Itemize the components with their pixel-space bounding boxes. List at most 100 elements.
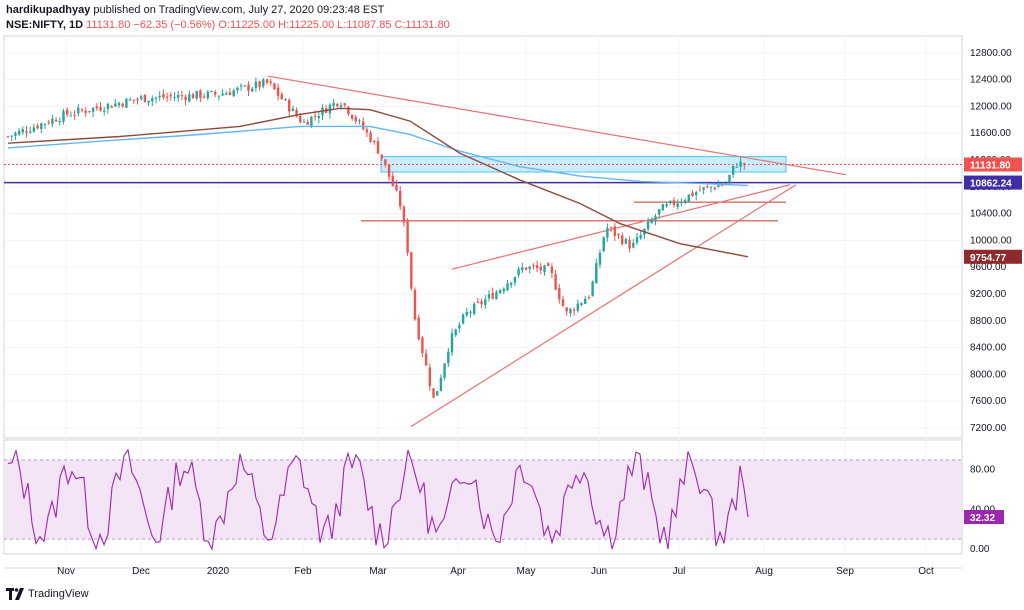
candle-body [672, 200, 676, 206]
candle-body [251, 88, 254, 92]
candle-body [550, 266, 554, 273]
rsi-value-text: 32.32 [970, 513, 995, 524]
x-tick-label: 2020 [207, 566, 230, 577]
candle-body [584, 298, 587, 304]
candle-body [284, 99, 287, 101]
candle-body [221, 93, 224, 96]
candle-body [288, 99, 291, 112]
candle-body [295, 109, 298, 117]
tradingview-brand[interactable]: TradingView [28, 588, 89, 600]
candle-body [73, 114, 76, 116]
candle-body [58, 120, 61, 122]
candle-body [706, 186, 709, 188]
candle-body [695, 192, 698, 196]
candle-body [395, 184, 398, 191]
candle-body [735, 166, 739, 168]
moving-average-200 [7, 107, 749, 258]
candle-body [498, 290, 502, 294]
candle-body [602, 237, 605, 252]
price-change: −62.35 (−0.56%) [133, 19, 216, 31]
candle-body [225, 93, 228, 95]
y-tick-label: 12000.00 [970, 101, 1012, 112]
rsi-tick-label: 0.00 [970, 544, 990, 555]
candle-body [362, 121, 365, 130]
price-label-box [964, 157, 1022, 172]
candle-body [51, 118, 54, 124]
moving-average-50 [7, 125, 749, 187]
candle-body [239, 85, 243, 87]
trendline [410, 184, 797, 428]
candle-body [432, 388, 435, 398]
candle-body [402, 206, 406, 223]
candle-body [458, 325, 461, 329]
candle-body [354, 117, 357, 122]
candle-body [717, 185, 720, 188]
candle-body [199, 90, 202, 99]
candle-body [317, 116, 320, 119]
rsi-band [4, 459, 962, 540]
tradingview-logo-icon [6, 588, 24, 600]
candle-body [698, 190, 702, 192]
candle-body [191, 94, 195, 99]
candle-body [276, 87, 280, 96]
candle-body [84, 110, 87, 113]
rsi-tick-label: 40.00 [970, 504, 995, 515]
candle-body [580, 303, 583, 306]
candle-body [14, 132, 17, 136]
candle-body [676, 203, 679, 207]
candle-body [313, 115, 317, 117]
candle-body [25, 131, 28, 133]
candle-body [136, 99, 139, 101]
candle-body [243, 85, 246, 87]
candle-body [417, 317, 420, 340]
candle-body [713, 187, 716, 189]
candle-body [569, 308, 572, 314]
candle-body [180, 95, 184, 97]
candle-body [114, 103, 117, 107]
candle-body [484, 299, 487, 305]
y-tick-label: 10400.00 [970, 209, 1012, 220]
candle-body [439, 377, 443, 391]
x-tick-label: Apr [450, 566, 466, 577]
y-tick-label: 7200.00 [970, 423, 1007, 434]
y-tick-label: 12800.00 [970, 48, 1012, 59]
candle-body [621, 235, 624, 244]
candle-body [443, 363, 446, 378]
rsi-line [7, 448, 749, 551]
candle-body [691, 192, 694, 197]
x-tick-label: Aug [755, 566, 773, 577]
candle-body [177, 94, 180, 98]
candle-body [436, 391, 439, 396]
candle-body [646, 221, 650, 230]
candle-body [521, 267, 524, 271]
candle-body [21, 129, 24, 133]
candle-body [91, 107, 95, 112]
rsi-value-box [964, 510, 1004, 525]
candle-body [410, 252, 413, 289]
candle-body [169, 95, 172, 97]
publish-info: hardikupadhyay published on TradingView.… [6, 4, 384, 16]
candle-body [732, 165, 735, 175]
candle-body [617, 234, 620, 236]
candle-body [228, 92, 232, 96]
y-tick-label: 8400.00 [970, 343, 1007, 354]
candle-body [532, 265, 535, 267]
candle-body [43, 123, 47, 125]
candle-body [162, 93, 165, 98]
candle-body [173, 97, 176, 99]
candle-body [343, 103, 346, 106]
candle-body [140, 96, 143, 99]
candle-body [339, 105, 343, 107]
publisher-name[interactable]: hardikupadhyay [6, 4, 91, 16]
candle-body [36, 125, 39, 129]
candle-body [184, 96, 187, 101]
candle-body [336, 103, 339, 106]
candle-body [635, 237, 639, 243]
candle-body [461, 314, 465, 324]
candle-body [669, 200, 672, 204]
candle-body [554, 274, 557, 290]
price-label-text: 9754.77 [970, 253, 1007, 264]
candle-body [572, 309, 576, 311]
y-tick-label: 9600.00 [970, 262, 1007, 273]
